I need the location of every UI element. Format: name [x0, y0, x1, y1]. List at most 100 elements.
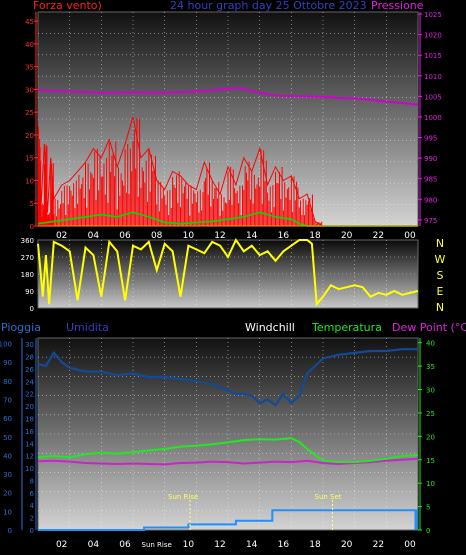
x-tick-label: 06 — [119, 540, 131, 550]
x-tick-label: 02 — [56, 540, 67, 550]
y-left-tick-label: 20 — [25, 132, 34, 140]
y-rain-tick-label: 0 — [30, 527, 34, 535]
y-direction-tick-label: 90 — [25, 288, 34, 296]
x-tick-label: 20 — [341, 231, 353, 241]
y-rain-tick-label: 26 — [25, 366, 34, 374]
y-right-tick-label: 985 — [424, 176, 437, 184]
x-tick-label: 18 — [309, 231, 321, 241]
y-temperature-tick-label: 5 — [426, 504, 430, 512]
humidity-temperature-ticks: 0102030405060708090100024681012141618202… — [0, 338, 435, 550]
y-rain-tick-label: 22 — [25, 391, 34, 399]
y-humidity-tick-label: 100 — [0, 341, 12, 349]
sunset-label: Sun Set — [315, 493, 342, 501]
y-temperature-tick-label: 0 — [426, 527, 430, 535]
x-tick-label: 22 — [373, 540, 384, 550]
y-humidity-tick-label: 30 — [3, 471, 12, 479]
y-humidity-tick-label: 60 — [3, 415, 12, 423]
compass-label: S — [437, 269, 444, 282]
y-rain-tick-label: 20 — [25, 403, 34, 411]
y-direction-tick-label: 0 — [30, 305, 34, 313]
y-rain-tick-label: 14 — [25, 440, 34, 448]
x-tick-label: 18 — [309, 540, 321, 550]
y-rain-tick-label: 2 — [30, 515, 34, 523]
x-tick-label: 14 — [246, 540, 258, 550]
y-humidity-tick-label: 20 — [3, 490, 12, 498]
y-temperature-tick-label: 35 — [426, 363, 435, 371]
wind-pressure-data — [37, 87, 419, 227]
x-tick-label: 08 — [151, 231, 163, 241]
y-right-tick-label: 995 — [424, 135, 437, 143]
y-humidity-tick-label: 90 — [3, 359, 12, 367]
wind-pressure-panel: 0510152025303540459759809859909951000100… — [25, 11, 442, 241]
y-left-tick-label: 0 — [30, 223, 34, 231]
wind-direction-line — [37, 238, 419, 307]
y-temperature-tick-label: 10 — [426, 480, 435, 488]
y-temperature-tick-label: 25 — [426, 410, 435, 418]
x-tick-label: 00 — [404, 540, 416, 550]
windchill-label: Windchill — [245, 321, 295, 334]
y-right-tick-label: 1020 — [424, 32, 442, 40]
y-left-tick-label: 35 — [25, 64, 34, 72]
compass-label: N — [436, 237, 444, 250]
y-humidity-tick-label: 70 — [3, 397, 12, 405]
temperatura-label: Temperatura — [311, 321, 382, 334]
rain-line — [38, 509, 418, 531]
x-tick-label: 12 — [214, 231, 225, 241]
umidita-label: Umidita — [66, 321, 109, 334]
y-rain-tick-label: 6 — [30, 490, 35, 498]
x-tick-label: Sun Rise — [142, 541, 172, 549]
x-tick-label: 04 — [88, 231, 100, 241]
humidity-temperature-panel: 0102030405060708090100024681012141618202… — [0, 337, 435, 550]
x-tick-label: 10 — [183, 231, 195, 241]
x-tick-label: 20 — [341, 540, 353, 550]
y-temperature-tick-label: 15 — [426, 457, 435, 465]
y-rain-tick-label: 18 — [25, 416, 34, 424]
y-left-tick-label: 45 — [25, 18, 34, 26]
x-tick-label: 06 — [119, 231, 131, 241]
y-right-tick-label: 1015 — [424, 52, 442, 60]
y-right-tick-label: 1025 — [424, 11, 442, 19]
y-left-tick-label: 30 — [25, 86, 34, 94]
y-right-tick-label: 1010 — [424, 73, 442, 81]
x-tick-label: 16 — [278, 231, 290, 241]
x-tick-label: 16 — [278, 540, 290, 550]
y-rain-tick-label: 4 — [30, 502, 35, 510]
y-direction-tick-label: 270 — [21, 254, 34, 262]
y-rain-tick-label: 10 — [25, 465, 34, 473]
y-rain-tick-label: 8 — [30, 477, 34, 485]
y-humidity-tick-label: 0 — [8, 527, 12, 535]
pressure-line — [37, 87, 419, 106]
sunrise-label: Sun Rise — [168, 493, 198, 501]
y-left-tick-label: 40 — [25, 41, 34, 49]
x-tick-label: 12 — [214, 540, 225, 550]
y-right-tick-label: 1005 — [424, 93, 442, 101]
x-tick-label: 22 — [373, 231, 384, 241]
y-rain-tick-label: 12 — [25, 453, 34, 461]
header-title: 24 hour graph day 25 Ottobre 2023 — [170, 0, 367, 12]
y-rain-tick-label: 28 — [25, 354, 34, 362]
y-humidity-tick-label: 10 — [3, 508, 12, 516]
humidity-line — [37, 348, 418, 407]
y-humidity-tick-label: 50 — [3, 434, 12, 442]
y-direction-tick-label: 360 — [21, 237, 34, 245]
compass-label: N — [436, 301, 444, 314]
y-right-tick-label: 1000 — [424, 114, 442, 122]
x-tick-label: 10 — [183, 540, 195, 550]
x-tick-label: 14 — [246, 231, 258, 241]
y-left-tick-label: 15 — [25, 155, 34, 163]
wind-speed-line — [37, 116, 418, 227]
y-temperature-tick-label: 30 — [426, 387, 435, 395]
y-left-tick-label: 5 — [30, 200, 34, 208]
y-rain-tick-label: 30 — [25, 341, 34, 349]
y-right-tick-label: 990 — [424, 155, 437, 163]
y-temperature-tick-label: 40 — [426, 340, 435, 348]
pioggia-label: Pioggia — [1, 321, 41, 334]
y-direction-tick-label: 180 — [21, 271, 34, 279]
compass-label: W — [435, 253, 446, 266]
wind-pressure-ticks: 0510152025303540459759809859909951000100… — [25, 11, 442, 241]
y-rain-tick-label: 24 — [25, 378, 34, 386]
y-humidity-tick-label: 80 — [3, 378, 12, 386]
